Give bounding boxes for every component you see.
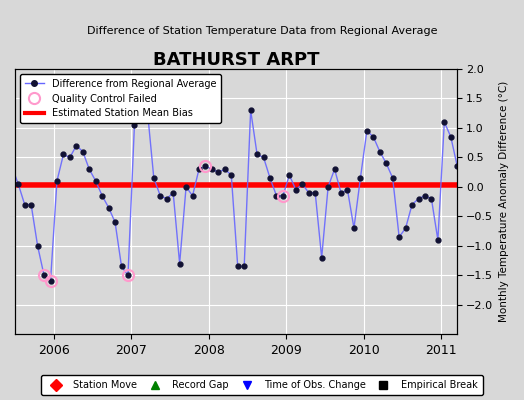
Text: Berkeley Earth: Berkeley Earth (389, 380, 461, 390)
Legend: Difference from Regional Average, Quality Control Failed, Estimated Station Mean: Difference from Regional Average, Qualit… (20, 74, 221, 123)
Text: Difference of Station Temperature Data from Regional Average: Difference of Station Temperature Data f… (87, 26, 437, 36)
Title: BATHURST ARPT: BATHURST ARPT (152, 51, 319, 69)
Legend: Station Move, Record Gap, Time of Obs. Change, Empirical Break: Station Move, Record Gap, Time of Obs. C… (41, 376, 483, 395)
Y-axis label: Monthly Temperature Anomaly Difference (°C): Monthly Temperature Anomaly Difference (… (499, 81, 509, 322)
